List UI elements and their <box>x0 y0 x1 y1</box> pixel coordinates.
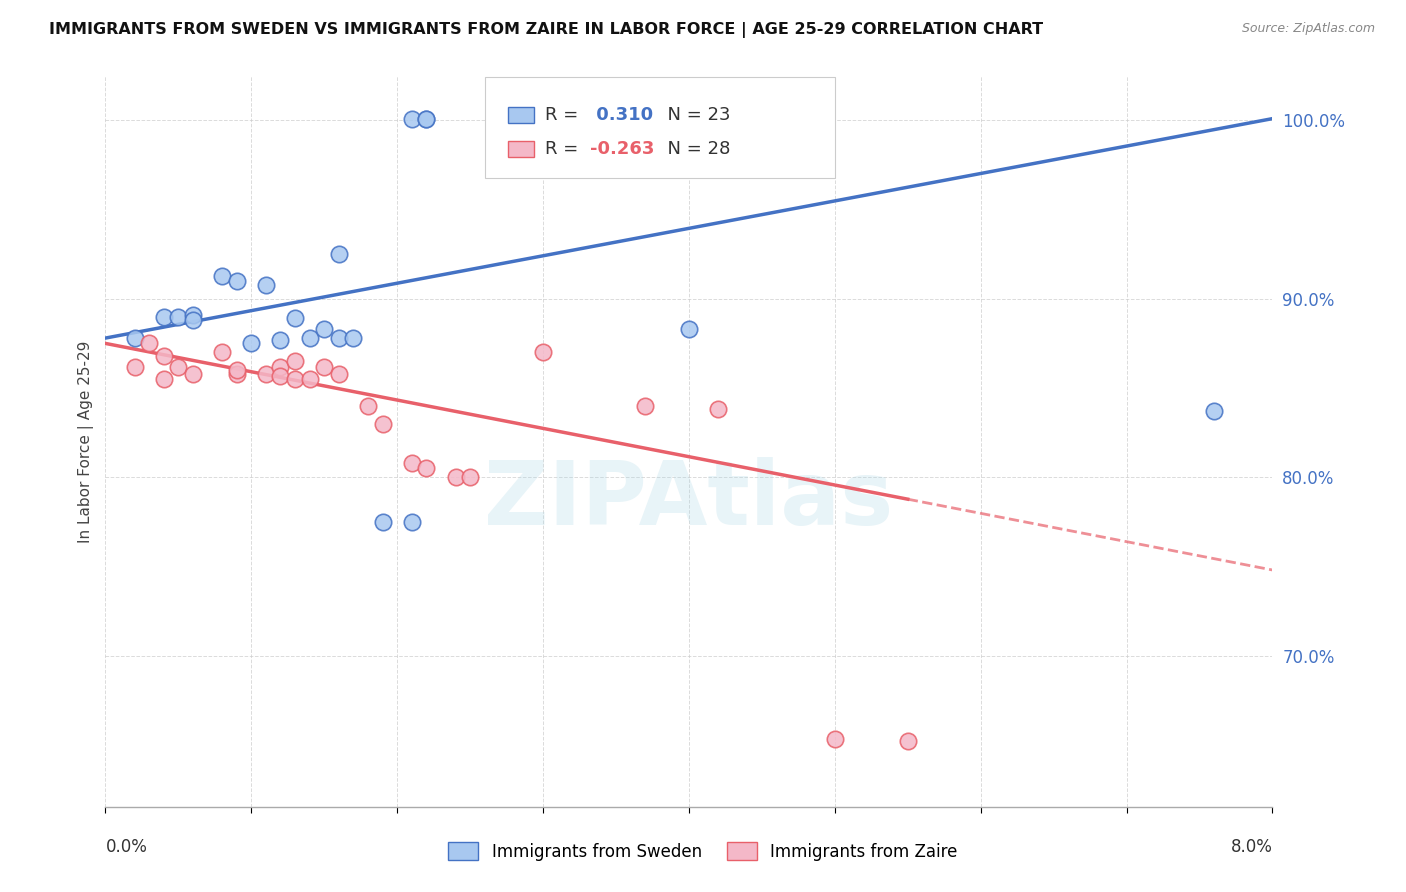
Point <box>314 359 336 374</box>
Point <box>124 359 146 374</box>
Point <box>342 331 364 345</box>
Point <box>371 417 394 431</box>
Point <box>153 349 174 363</box>
Point <box>167 359 190 374</box>
Point <box>284 311 307 326</box>
Y-axis label: In Labor Force | Age 25-29: In Labor Force | Age 25-29 <box>79 341 94 542</box>
Point <box>634 399 657 413</box>
Point <box>357 399 380 413</box>
Point <box>707 402 730 417</box>
Text: -0.263: -0.263 <box>589 140 654 158</box>
Point <box>153 372 174 386</box>
Point <box>124 331 146 345</box>
Point <box>371 515 394 529</box>
Point <box>328 247 350 261</box>
Point <box>270 359 292 374</box>
Text: 0.0%: 0.0% <box>105 838 148 855</box>
Text: Source: ZipAtlas.com: Source: ZipAtlas.com <box>1241 22 1375 36</box>
Text: R =: R = <box>546 105 585 124</box>
Text: IMMIGRANTS FROM SWEDEN VS IMMIGRANTS FROM ZAIRE IN LABOR FORCE | AGE 25-29 CORRE: IMMIGRANTS FROM SWEDEN VS IMMIGRANTS FRO… <box>49 22 1043 38</box>
Point <box>181 313 204 327</box>
Point <box>153 310 174 324</box>
Point <box>415 112 437 126</box>
Point <box>415 461 437 475</box>
Point <box>254 367 277 381</box>
Text: 8.0%: 8.0% <box>1230 838 1272 855</box>
Legend: Immigrants from Sweden, Immigrants from Zaire: Immigrants from Sweden, Immigrants from … <box>441 836 965 868</box>
Point <box>314 322 336 336</box>
Text: N = 23: N = 23 <box>657 105 731 124</box>
Point <box>181 308 204 322</box>
Point <box>401 515 423 529</box>
Point <box>328 367 350 381</box>
Point <box>181 367 204 381</box>
Text: N = 28: N = 28 <box>657 140 731 158</box>
Point <box>225 363 247 377</box>
FancyBboxPatch shape <box>508 106 534 122</box>
Point <box>328 331 350 345</box>
Point <box>270 333 292 347</box>
Point <box>211 268 233 283</box>
Text: R =: R = <box>546 140 585 158</box>
Point <box>211 345 233 359</box>
Point <box>284 354 307 368</box>
Point <box>240 336 263 351</box>
Point <box>444 470 467 484</box>
FancyBboxPatch shape <box>485 78 835 178</box>
Point <box>167 310 190 324</box>
Point <box>284 372 307 386</box>
Point <box>138 336 160 351</box>
Point <box>531 345 554 359</box>
Point <box>254 277 277 292</box>
Point <box>225 274 247 288</box>
Point <box>415 112 437 126</box>
FancyBboxPatch shape <box>508 141 534 157</box>
Point <box>401 456 423 470</box>
Point <box>1204 404 1226 418</box>
Point <box>225 367 247 381</box>
Text: 0.310: 0.310 <box>589 105 652 124</box>
Text: ZIPAtlas: ZIPAtlas <box>484 457 894 543</box>
Point <box>824 732 846 747</box>
Point <box>458 470 481 484</box>
Point <box>897 734 920 748</box>
Point <box>298 372 321 386</box>
Point <box>401 112 423 126</box>
Point <box>270 368 292 383</box>
Point <box>298 331 321 345</box>
Point <box>678 322 700 336</box>
